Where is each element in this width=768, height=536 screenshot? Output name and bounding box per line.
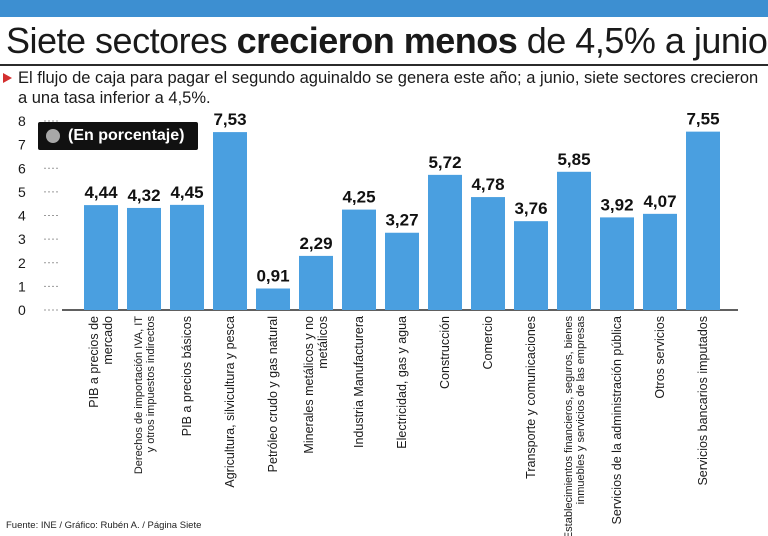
y-tick-label: 0	[18, 302, 26, 318]
chart-title: Siete sectores crecieron menos de 4,5% a…	[6, 19, 768, 63]
category-label-line: Minerales metálicos y no	[302, 316, 316, 454]
data-label: 7,55	[686, 110, 719, 129]
bar	[299, 255, 333, 310]
bar	[170, 204, 204, 310]
bar	[428, 174, 462, 310]
category-label: Servicios bancarios imputados	[696, 316, 710, 486]
category-label-line: Transporte y comunicaciones	[524, 316, 538, 479]
y-axis-ticks: 0 1 2 3 4 5 6 7 8	[18, 113, 60, 318]
data-label: 5,72	[428, 153, 461, 172]
category-label: Derechos de importación IVA, IT y otros i…	[133, 316, 157, 475]
category-label-line: Industria Manufacturera	[352, 316, 366, 448]
category-label-line: Petróleo crudo y gas natural	[266, 316, 280, 472]
chart-subtitle: El flujo de caja para pagar el segundo a…	[18, 69, 759, 107]
y-tick-label: 5	[18, 184, 26, 200]
bar	[84, 205, 118, 310]
bar	[127, 207, 161, 310]
y-tick-label: 6	[18, 160, 26, 176]
bars	[84, 131, 720, 310]
bar	[643, 213, 677, 310]
y-tick-label: 3	[18, 231, 26, 247]
category-label-line: Otros servicios	[653, 316, 667, 399]
category-label: Establecimientos financieros, seguros, b…	[563, 316, 587, 536]
bar	[686, 131, 720, 310]
bar	[342, 209, 376, 310]
category-label: Petróleo crudo y gas natural	[266, 316, 280, 472]
data-label: 4,44	[84, 183, 118, 202]
y-tick-label: 4	[18, 208, 26, 224]
bar	[385, 232, 419, 310]
data-label: 4,32	[127, 186, 160, 205]
circle-icon	[46, 129, 60, 143]
category-label-line: Servicios bancarios imputados	[696, 316, 710, 486]
category-label-line: inmuebles y servicios de las empresas	[575, 316, 587, 505]
category-label-line: Construcción	[438, 316, 452, 389]
data-label: 4,25	[342, 188, 375, 207]
category-labels: PIB a precios de mercado Derechos de impor…	[87, 316, 710, 536]
category-label: PIB a precios básicos	[180, 316, 194, 436]
data-label: 3,27	[385, 211, 418, 230]
category-label-line: mercado	[101, 316, 115, 365]
data-label: 3,76	[514, 199, 547, 218]
data-label: 3,92	[600, 195, 633, 214]
category-label-line: Derechos de importación IVA, IT	[133, 316, 145, 474]
title-part-bold: crecieron menos	[236, 20, 518, 61]
title-divider	[0, 64, 768, 66]
bar	[600, 217, 634, 310]
data-label: 0,91	[256, 267, 289, 286]
category-label-line: Electricidad, gas y agua	[395, 316, 409, 449]
data-label: 7,53	[213, 110, 246, 129]
data-label: 5,85	[557, 150, 590, 169]
category-label-line: PIB a precios de	[87, 316, 101, 408]
bar	[471, 197, 505, 310]
category-label-line: y otros impuestos indirectos	[145, 316, 157, 453]
category-label-line: metálicos	[316, 316, 330, 369]
category-label: Construcción	[438, 316, 452, 389]
data-labels: 4,44 4,32 4,45 7,53 0,91 2,29 4,25 3,27 5,72 4,78…	[84, 110, 719, 286]
source-credit: Fuente: INE / Gráfico: Rubén A. / Página…	[6, 520, 202, 531]
y-tick-label: 2	[18, 255, 26, 271]
category-label-line: PIB a precios básicos	[180, 316, 194, 436]
unit-badge-label: (En porcentaje)	[68, 127, 185, 144]
category-label: Electricidad, gas y agua	[395, 316, 409, 449]
data-label: 2,29	[299, 234, 332, 253]
bar	[256, 288, 290, 310]
category-label: Otros servicios	[653, 316, 667, 399]
category-label: Agricultura, silvicultura y pesca	[223, 316, 237, 488]
category-label: Transporte y comunicaciones	[524, 316, 538, 479]
category-label: Industria Manufacturera	[352, 316, 366, 448]
bullet-triangle-icon	[3, 73, 12, 83]
category-label: Comercio	[481, 316, 495, 370]
bar	[213, 132, 247, 310]
category-label-line: Establecimientos financieros, seguros, b…	[563, 316, 575, 536]
category-label-line: Comercio	[481, 316, 495, 370]
data-label: 4,45	[170, 183, 203, 202]
bar	[514, 221, 548, 310]
title-part-regular: Siete sectores	[6, 20, 237, 61]
bar	[557, 171, 591, 310]
unit-badge: (En porcentaje)	[38, 122, 198, 150]
category-label: PIB a precios de mercado	[87, 316, 115, 408]
y-tick-label: 8	[18, 113, 26, 129]
y-tick-label: 1	[18, 278, 26, 294]
category-label: Minerales metálicos y no metálicos	[302, 316, 330, 454]
y-tick-label: 7	[18, 137, 26, 153]
category-label-line: Agricultura, silvicultura y pesca	[223, 316, 237, 488]
title-part-regular-end: de 4,5% a junio	[517, 20, 768, 61]
category-label: Servicios de la administración pública	[610, 316, 624, 524]
data-label: 4,07	[643, 192, 676, 211]
data-label: 4,78	[471, 175, 504, 194]
top-accent-bar	[0, 0, 768, 17]
category-label-line: Servicios de la administración pública	[610, 316, 624, 524]
